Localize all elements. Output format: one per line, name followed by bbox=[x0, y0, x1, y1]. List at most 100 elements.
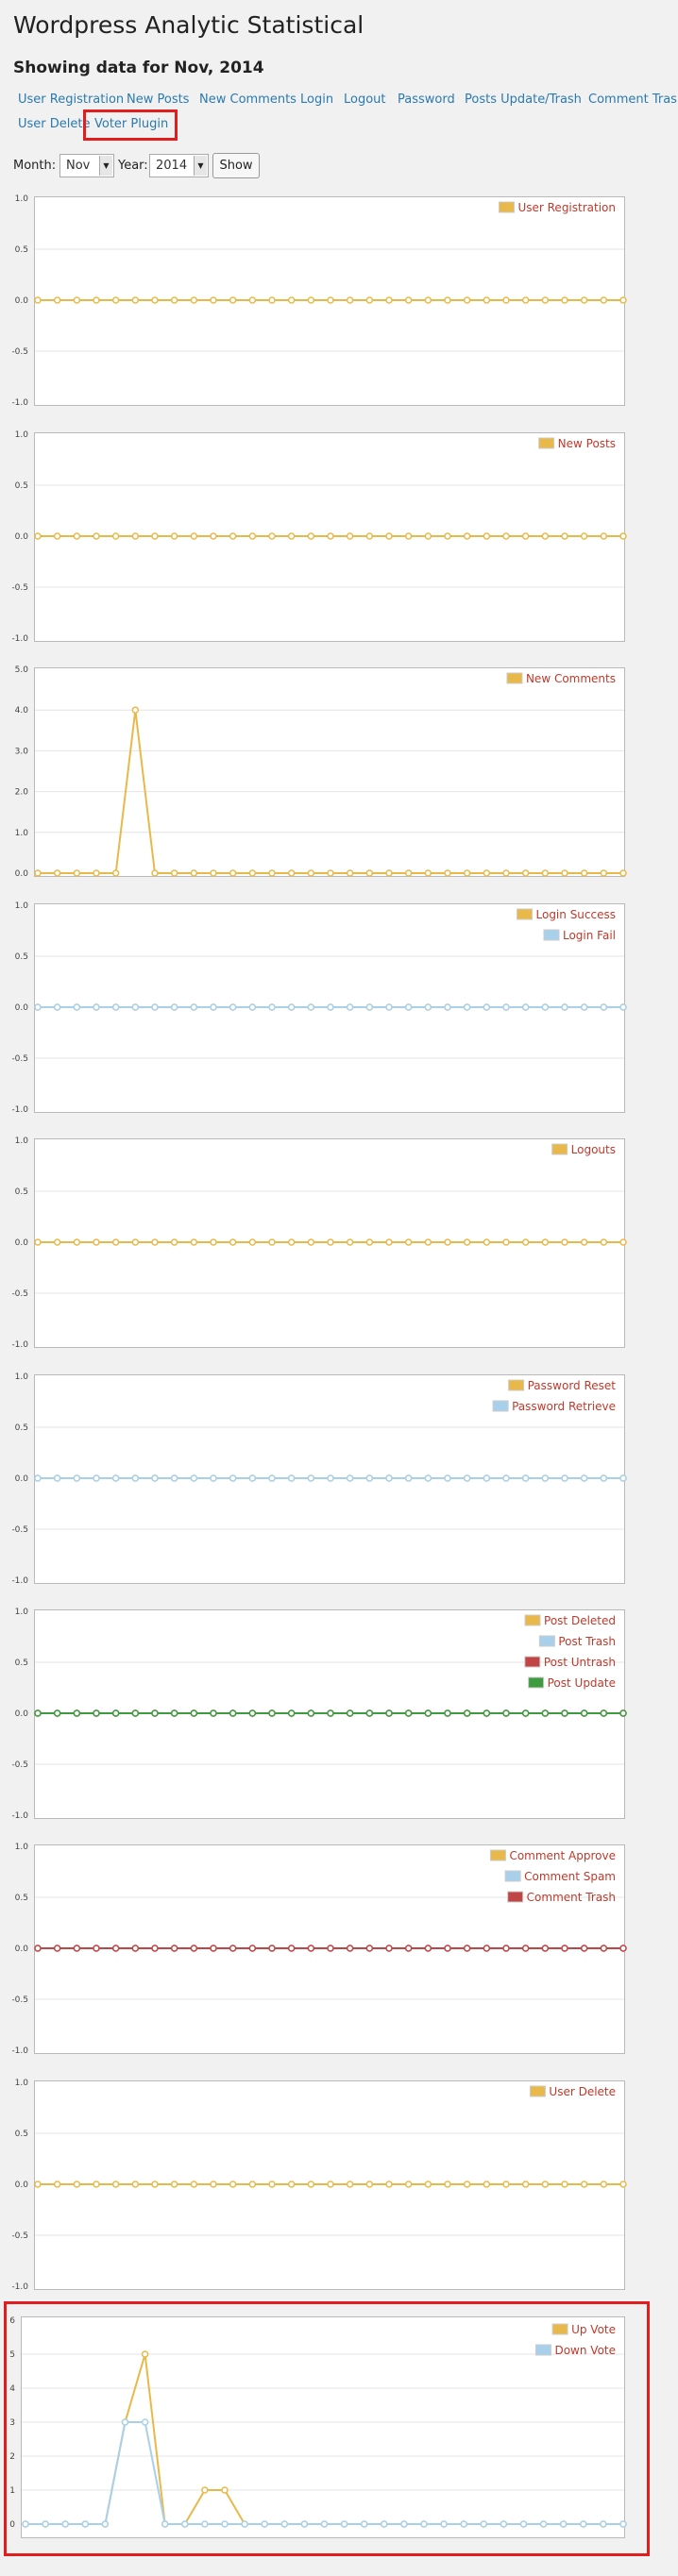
data-point bbox=[521, 1474, 530, 1482]
data-point bbox=[404, 1238, 413, 1246]
data-point bbox=[404, 2180, 413, 2188]
legend-swatch bbox=[498, 201, 515, 213]
nav-voter-plugin[interactable]: Voter Plugin bbox=[94, 117, 169, 131]
data-point bbox=[73, 296, 81, 304]
legend-swatch bbox=[551, 2323, 568, 2335]
data-point bbox=[327, 1238, 334, 1246]
data-point bbox=[190, 1945, 198, 1952]
data-point bbox=[365, 296, 374, 304]
data-point bbox=[365, 532, 374, 540]
nav-new-comments[interactable]: New Comments bbox=[199, 93, 297, 107]
chart-svg: 1.0 0.5 0.0 -0.5 -1.0 Password Reset Password … bbox=[11, 1372, 627, 1586]
show-button[interactable]: Show bbox=[212, 153, 260, 178]
data-point bbox=[463, 1709, 471, 1717]
data-point bbox=[73, 2180, 81, 2188]
data-point bbox=[385, 532, 393, 540]
y-tick-label: 0.0 bbox=[15, 1474, 29, 1484]
data-point bbox=[561, 296, 568, 304]
nav-logout[interactable]: Logout bbox=[344, 93, 386, 107]
data-point bbox=[229, 2180, 237, 2188]
chart-voter-plugin: 6 5 4 3 2 1 0 Up Vote Down Vote bbox=[0, 2309, 678, 2545]
legend-swatch bbox=[543, 929, 560, 941]
data-point bbox=[463, 1003, 471, 1011]
data-point bbox=[111, 296, 120, 304]
legend-label: New Posts bbox=[558, 437, 616, 450]
data-point bbox=[541, 532, 550, 540]
data-point bbox=[444, 296, 451, 304]
data-point bbox=[463, 296, 471, 304]
data-point bbox=[580, 1945, 588, 1952]
data-point bbox=[600, 869, 608, 877]
data-point bbox=[539, 2520, 548, 2528]
data-point bbox=[170, 296, 178, 304]
nav-posts-update-trash[interactable]: Posts Update/Trash bbox=[465, 93, 582, 107]
y-tick-label: 1.0 bbox=[15, 2079, 29, 2088]
data-point bbox=[111, 2180, 120, 2188]
data-point bbox=[73, 1003, 81, 1011]
data-point bbox=[221, 2520, 229, 2528]
data-point bbox=[561, 869, 568, 877]
data-point bbox=[561, 1238, 568, 1246]
data-point bbox=[502, 2180, 510, 2188]
year-select[interactable]: 2014 ▼ bbox=[149, 154, 209, 177]
nav-login[interactable]: Login bbox=[300, 93, 334, 107]
data-point bbox=[190, 296, 198, 304]
chart-login: 1.0 0.5 0.0 -0.5 -1.0 Login Success Login Fail bbox=[0, 894, 678, 1120]
data-point bbox=[201, 2520, 209, 2528]
legend-label: Up Vote bbox=[571, 2323, 616, 2336]
data-point bbox=[229, 1003, 237, 1011]
legend-swatch bbox=[538, 437, 555, 449]
nav-new-posts[interactable]: New Posts bbox=[127, 93, 190, 107]
data-point bbox=[521, 1945, 530, 1952]
chart-svg: 5.0 4.0 3.0 2.0 1.0 0.0 New Comments bbox=[15, 665, 627, 879]
y-tick-label: 3.0 bbox=[15, 747, 29, 756]
nav-comment-trash[interactable]: Comment Trash bbox=[588, 93, 678, 107]
data-point bbox=[287, 869, 296, 877]
data-point bbox=[190, 1238, 198, 1246]
y-tick-label: 0.5 bbox=[15, 1658, 28, 1668]
data-point bbox=[561, 2180, 568, 2188]
data-point bbox=[248, 1474, 257, 1482]
data-point bbox=[541, 869, 550, 877]
legend-swatch bbox=[507, 1891, 524, 1903]
nav-user-delete[interactable]: User Delete bbox=[18, 117, 91, 131]
data-point bbox=[141, 2418, 149, 2426]
data-point bbox=[111, 869, 120, 877]
y-tick-label: -0.5 bbox=[11, 347, 28, 357]
y-tick-label: 0.5 bbox=[15, 1894, 28, 1903]
legend-label: Comment Spam bbox=[524, 1870, 616, 1883]
data-point bbox=[346, 1945, 354, 1952]
data-point bbox=[619, 2520, 627, 2528]
data-point bbox=[190, 532, 198, 540]
y-tick-label: 1.0 bbox=[15, 1372, 29, 1382]
data-point bbox=[221, 2486, 229, 2494]
data-point bbox=[600, 532, 608, 540]
data-point bbox=[424, 1238, 432, 1246]
data-point bbox=[541, 296, 550, 304]
data-point bbox=[53, 2180, 61, 2188]
y-tick-label: 1 bbox=[9, 2486, 15, 2496]
data-point bbox=[300, 2520, 309, 2528]
data-point bbox=[307, 296, 315, 304]
chart-password: 1.0 0.5 0.0 -0.5 -1.0 Password Reset Password … bbox=[0, 1365, 678, 1591]
month-select[interactable]: Nov ▼ bbox=[59, 154, 114, 177]
nav-password[interactable]: Password bbox=[398, 93, 455, 107]
legend-label: User Delete bbox=[549, 2085, 616, 2098]
data-point bbox=[340, 2520, 348, 2528]
legend-label: New Comments bbox=[526, 672, 616, 685]
data-point bbox=[327, 1474, 334, 1482]
y-tick-label: 1.0 bbox=[15, 1608, 29, 1617]
data-point bbox=[170, 1709, 178, 1717]
data-point bbox=[346, 1003, 354, 1011]
data-point bbox=[346, 296, 354, 304]
data-point bbox=[385, 2180, 393, 2188]
y-tick-label: 4 bbox=[9, 2384, 15, 2394]
data-point bbox=[600, 1709, 608, 1717]
data-point bbox=[229, 1474, 237, 1482]
data-point bbox=[131, 1474, 140, 1482]
data-point bbox=[580, 1238, 588, 1246]
data-point bbox=[34, 1238, 42, 1246]
data-point bbox=[53, 1003, 61, 1011]
data-point bbox=[521, 532, 530, 540]
nav-user-registration[interactable]: User Registration bbox=[18, 93, 125, 107]
